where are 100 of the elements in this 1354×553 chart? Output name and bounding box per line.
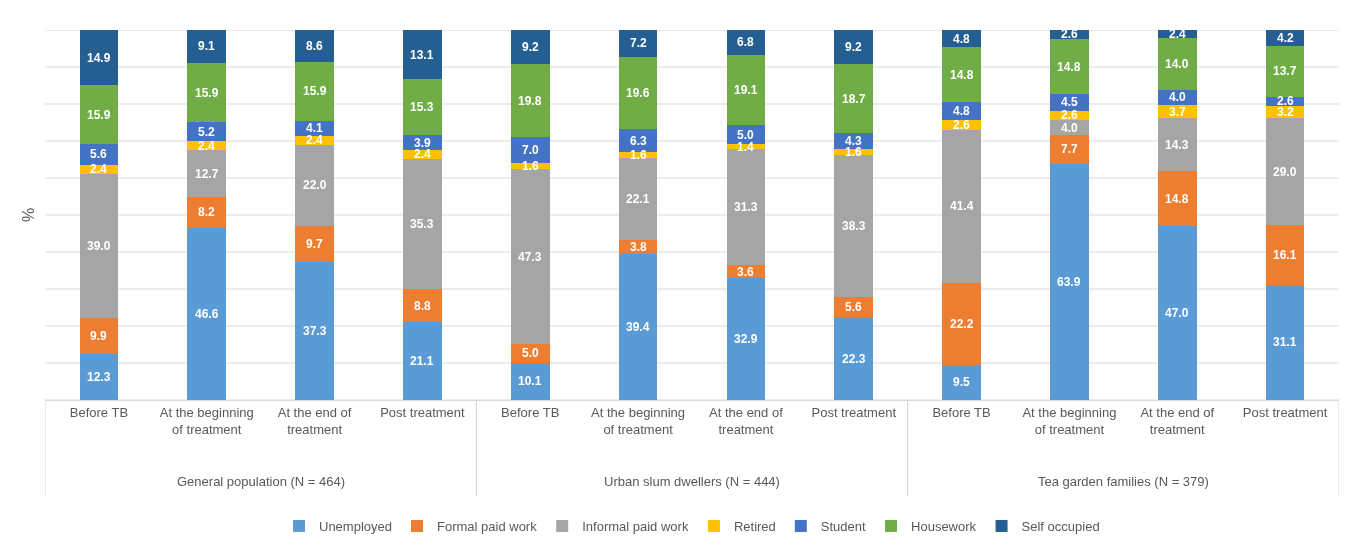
x-tick-label: Before TB xyxy=(69,404,129,420)
data-label: 3.8 xyxy=(630,240,648,254)
data-label: 4.2 xyxy=(1277,31,1295,45)
data-label: 15.9 xyxy=(195,86,219,100)
data-label: 2.6 xyxy=(953,118,971,132)
data-label: 12.7 xyxy=(195,167,219,181)
data-label: 4.5 xyxy=(1061,95,1079,109)
bar xyxy=(942,282,981,365)
data-label: 2.4 xyxy=(198,139,216,153)
data-label: 31.1 xyxy=(1273,335,1297,349)
data-label: 32.9 xyxy=(734,332,758,346)
x-tick-label: At the beginning of treatment xyxy=(1022,404,1117,437)
data-label: 3.7 xyxy=(1169,105,1187,119)
data-label: 18.7 xyxy=(842,92,866,106)
data-label: 47.0 xyxy=(1165,306,1189,320)
data-label: 8.2 xyxy=(198,205,216,219)
data-label: 22.0 xyxy=(303,178,327,192)
data-label: 12.3 xyxy=(87,370,111,384)
x-tick-label: Post treatment xyxy=(811,404,897,420)
bar xyxy=(187,150,227,198)
data-label: 38.3 xyxy=(842,219,866,233)
data-label: 9.9 xyxy=(90,329,108,343)
x-tick-label: Before TB xyxy=(501,404,560,420)
x-tick-label: Before TB xyxy=(932,404,991,420)
data-label: 4.8 xyxy=(953,104,971,118)
x-tick-label: At the end of treatment xyxy=(709,404,784,437)
data-label: 22.1 xyxy=(626,192,650,206)
data-label: 19.1 xyxy=(734,83,758,97)
x-tick-label: At the beginning of treatment xyxy=(591,404,686,437)
text: General population (N = 464) xyxy=(177,474,346,489)
bar xyxy=(295,226,334,262)
data-label: 9.2 xyxy=(845,40,863,54)
data-label: 2.6 xyxy=(1061,108,1079,122)
data-label: 47.3 xyxy=(518,250,542,264)
data-label: 3.6 xyxy=(737,265,755,279)
data-label: 5.6 xyxy=(90,147,108,161)
data-label: 3.9 xyxy=(414,136,432,150)
bar xyxy=(510,64,550,138)
data-label: 29.0 xyxy=(1273,165,1297,179)
data-label: 4.0 xyxy=(1169,90,1187,104)
data-label: 8.8 xyxy=(414,299,432,313)
data-label: 4.3 xyxy=(845,134,863,148)
text: Tea garden families (N = 379) xyxy=(1038,474,1209,489)
data-label: 19.6 xyxy=(626,86,650,100)
legend-label: Housework xyxy=(911,519,977,535)
x-tick-label: At the beginning of treatment xyxy=(159,404,254,437)
legend-label: Retired xyxy=(733,519,776,535)
bar xyxy=(942,47,981,103)
data-label: 15.9 xyxy=(87,108,111,122)
data-label: 31.3 xyxy=(734,200,758,214)
data-label: 7.7 xyxy=(1061,142,1079,156)
data-label: 9.1 xyxy=(198,39,216,53)
bar xyxy=(510,169,550,345)
data-label: 2.6 xyxy=(1277,94,1295,108)
data-label: 4.1 xyxy=(306,121,324,135)
bar xyxy=(403,158,442,290)
bar xyxy=(1050,39,1089,95)
data-label: 22.2 xyxy=(950,317,974,331)
data-label: 6.3 xyxy=(630,134,648,148)
data-label: 13.7 xyxy=(1273,64,1297,78)
bar xyxy=(1050,163,1089,400)
bar xyxy=(942,129,981,283)
bar xyxy=(295,61,334,121)
data-label: 5.0 xyxy=(522,346,540,360)
bar xyxy=(187,227,227,400)
bar xyxy=(834,317,874,400)
data-label: 13.1 xyxy=(410,48,434,62)
data-label: 5.6 xyxy=(845,300,863,314)
legend-label: Informal paid work xyxy=(582,519,689,535)
legend-label: Self occupied xyxy=(1021,519,1100,535)
data-label: 14.3 xyxy=(1165,138,1189,152)
data-label: 9.7 xyxy=(306,237,324,251)
data-label: 3.2 xyxy=(1277,105,1295,119)
bar xyxy=(187,63,227,123)
bar xyxy=(403,321,442,400)
bar xyxy=(187,30,227,64)
bar xyxy=(79,85,119,144)
bar xyxy=(834,155,874,297)
bar xyxy=(1265,284,1305,400)
bar xyxy=(726,54,766,126)
data-label: 46.6 xyxy=(195,307,219,321)
bar xyxy=(726,278,766,400)
bar xyxy=(1157,38,1197,90)
bar xyxy=(79,354,119,400)
data-label: 14.8 xyxy=(1057,60,1081,74)
bar xyxy=(510,362,550,400)
data-label: 14.8 xyxy=(950,68,974,82)
data-label: 14.8 xyxy=(1165,192,1189,206)
bar xyxy=(79,173,119,318)
data-label: 7.0 xyxy=(522,143,540,157)
data-label: 2.4 xyxy=(414,147,432,161)
data-label: 37.3 xyxy=(303,324,327,338)
bar xyxy=(1265,45,1305,97)
data-label: 9.5 xyxy=(953,375,971,389)
bar xyxy=(834,30,874,65)
data-label: 39.0 xyxy=(87,239,111,253)
bar xyxy=(295,30,334,62)
bar xyxy=(295,261,334,400)
bar xyxy=(834,64,874,134)
legend-label: Unemployed xyxy=(319,519,392,535)
